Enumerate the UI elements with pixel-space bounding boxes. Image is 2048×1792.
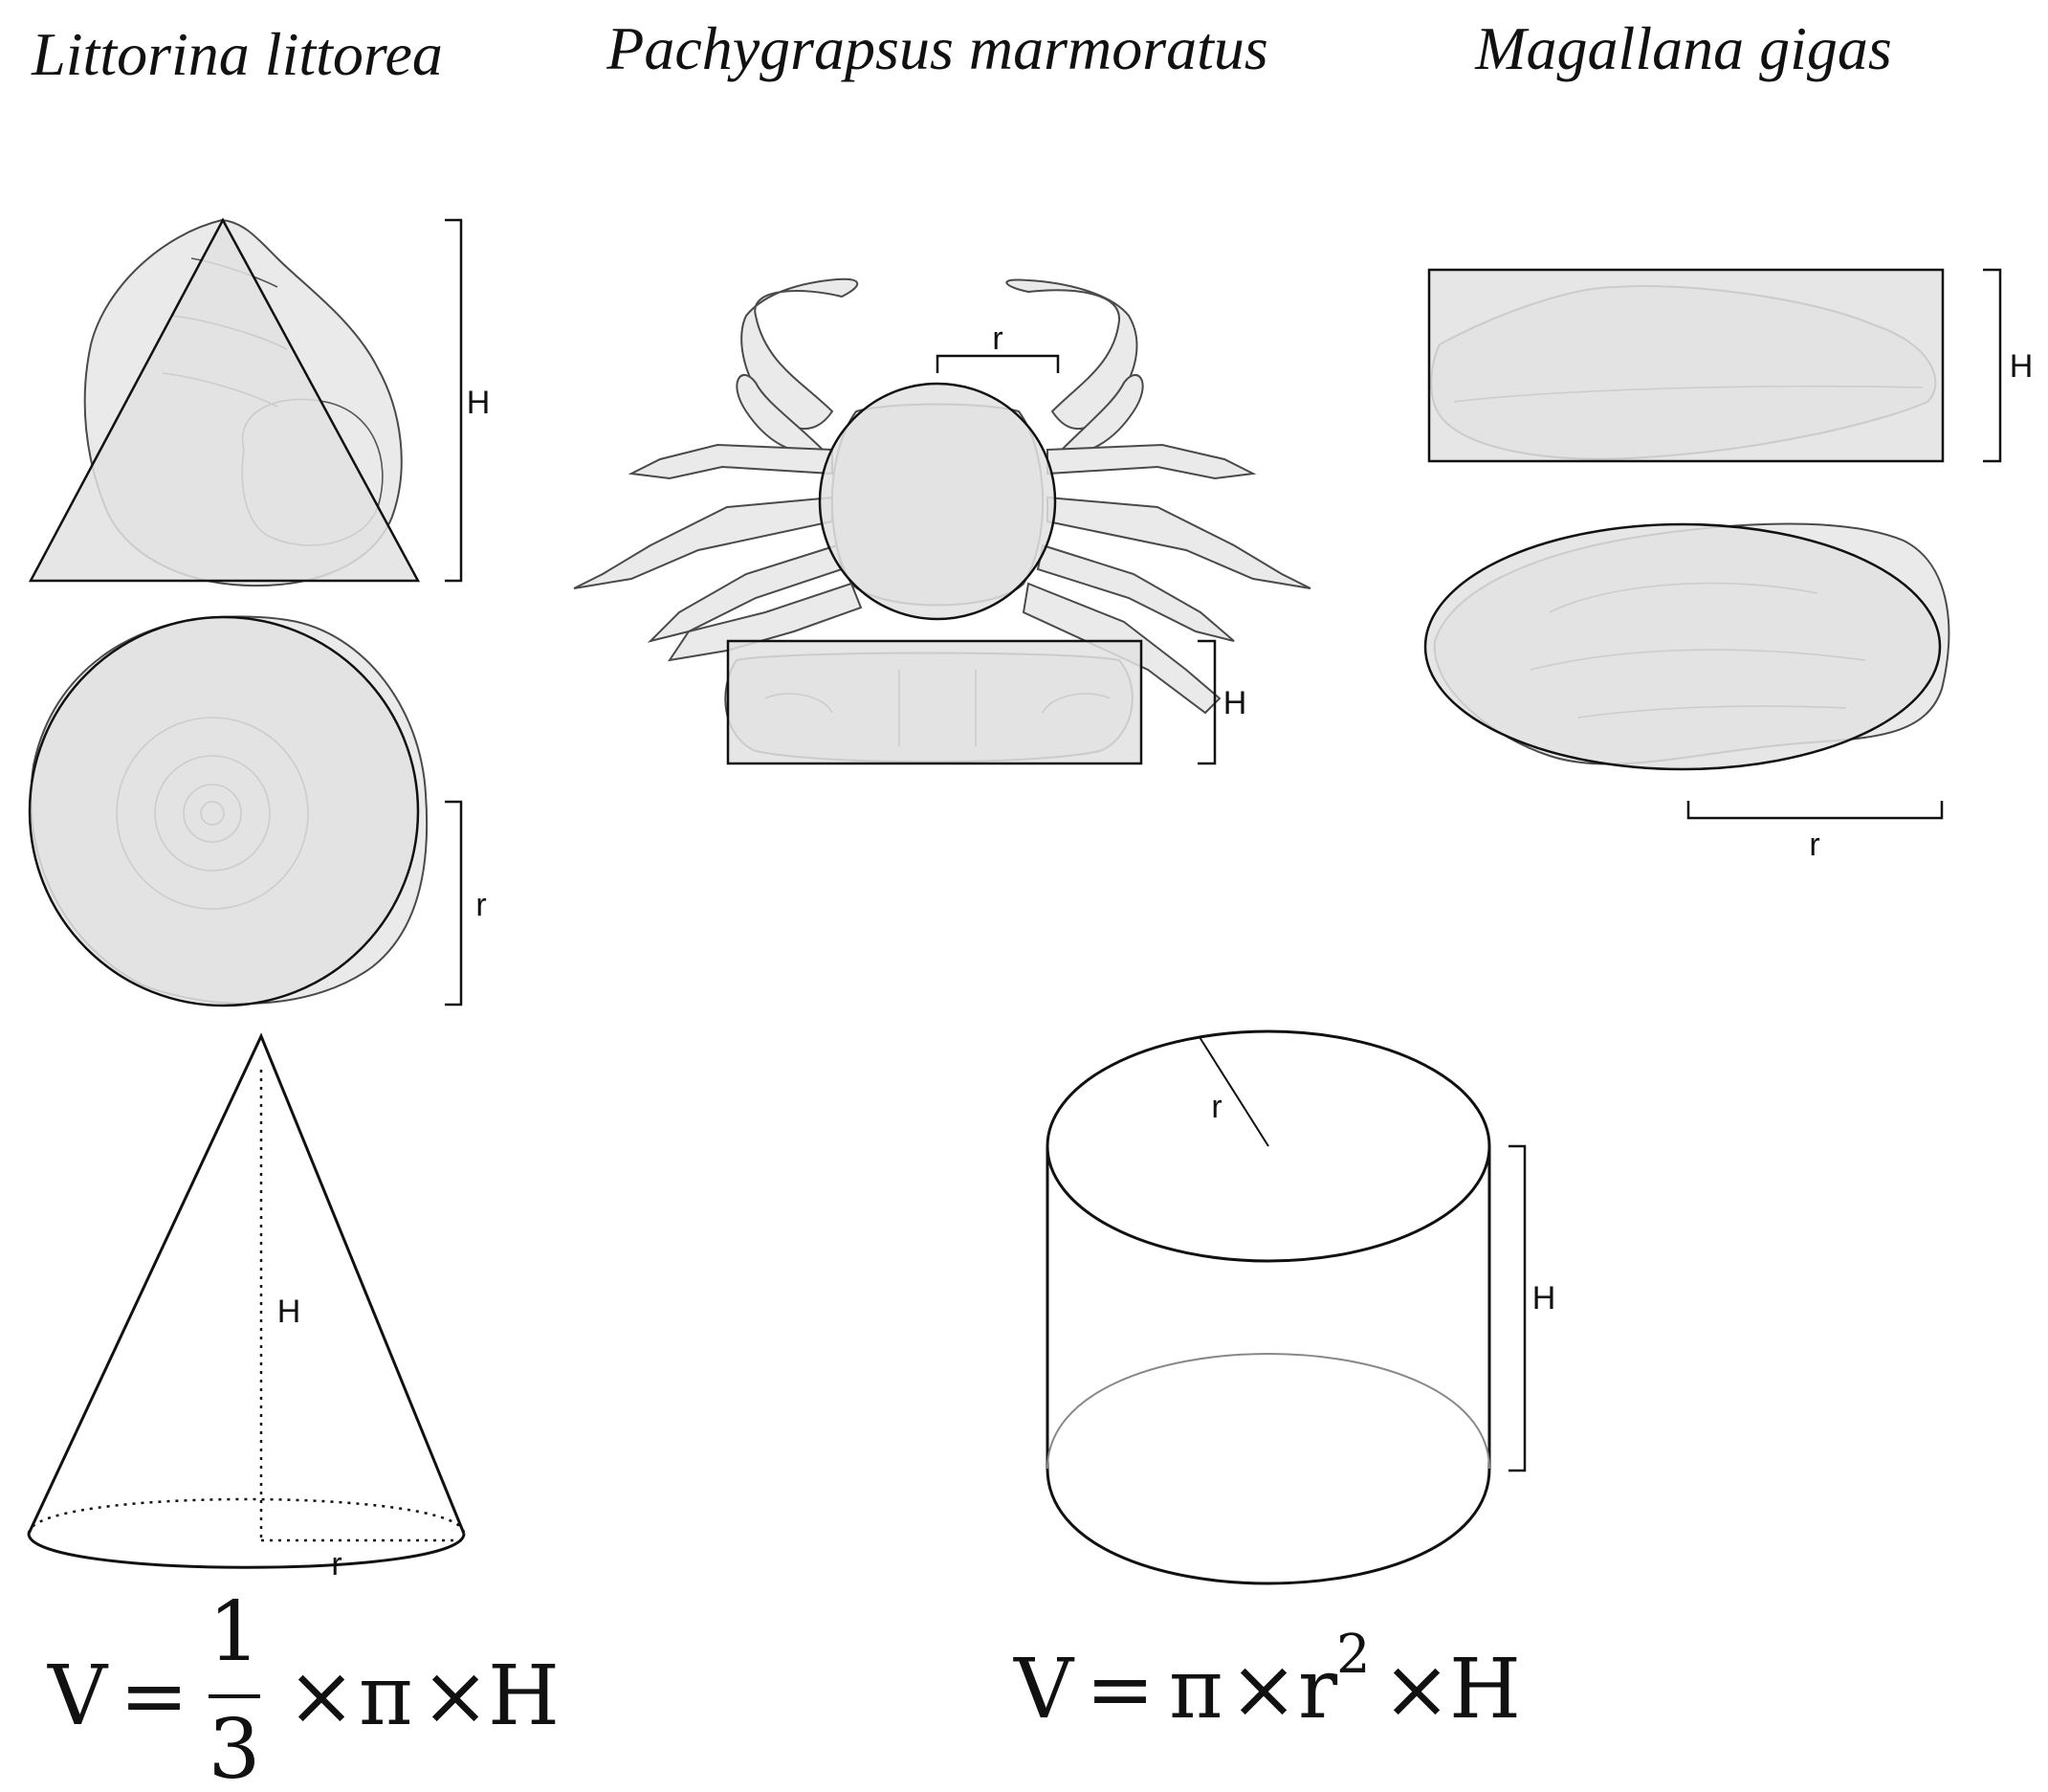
cone-volume-formula: V = 1 3 × π × H: [47, 1584, 560, 1792]
formula-cyl-r: r: [1298, 1642, 1338, 1737]
formula-cone-v: V: [47, 1648, 109, 1744]
circle-approximation-snail: [28, 615, 420, 1007]
cylinder-radius-label: r: [1211, 1089, 1222, 1125]
formula-cyl-exponent: 2: [1336, 1624, 1371, 1686]
crab-right-arm: [1060, 374, 1144, 454]
bracket-line: [445, 218, 463, 583]
cylinder-diagram: r: [1046, 1029, 1491, 1585]
snail-side-view: [28, 217, 421, 587]
height-bracket-cylinder: H: [1508, 1144, 1556, 1472]
cone-sides: [27, 1032, 466, 1535]
circle-approximation-crab: [818, 382, 1057, 621]
crab-left-leg-2: [573, 496, 833, 589]
bracket-line: [1983, 268, 2002, 463]
radius-label-oyster: r: [1809, 827, 1819, 863]
radius-label-snail: r: [475, 887, 486, 923]
formula-cyl-times-1: ×: [1229, 1642, 1298, 1737]
cylinder-volume-formula: V = π × r 2 × H: [1013, 1624, 1521, 1737]
title-pachygrapsus-marmoratus: Pachygrapsus marmoratus: [606, 14, 1268, 82]
crab-front-view: [724, 639, 1143, 765]
radius-bracket-crab: r: [936, 321, 1060, 373]
formula-cone-times-1: ×: [287, 1648, 356, 1744]
cylinder-sides: [1046, 1146, 1491, 1469]
formula-cone-denominator: 3: [209, 1702, 261, 1792]
formula-cyl-pi: π: [1169, 1642, 1223, 1737]
formula-cone-equals: =: [120, 1648, 188, 1744]
cylinder-bottom-front: [1046, 1468, 1491, 1585]
cylinder-radius-line: [1199, 1036, 1269, 1147]
bracket-line: [936, 354, 1060, 373]
ellipse-approximation-oyster: [1423, 522, 1942, 771]
formula-cone-pi: π: [359, 1648, 413, 1744]
cone-base-back: [27, 1497, 466, 1535]
crab-right-leg-3: [1036, 543, 1235, 642]
cone-diagram: H r: [27, 1032, 466, 1582]
radius-bracket-oyster: r: [1686, 801, 1944, 863]
formula-cone-numerator: 1: [209, 1584, 261, 1680]
crab-right-leg-2: [1046, 496, 1311, 589]
cylinder-bottom-back: [1046, 1353, 1490, 1470]
cone-base-front: [27, 1533, 466, 1569]
height-bracket-crab: H: [1198, 639, 1247, 765]
height-label-oyster: H: [2010, 348, 2034, 385]
cone-radius-label: r: [331, 1546, 341, 1582]
crab-left-leg-1: [628, 443, 833, 480]
snail-top-view: [28, 615, 429, 1007]
height-label-snail: H: [467, 385, 491, 421]
crab-left-arm: [736, 374, 825, 454]
formula-cyl-equals: =: [1086, 1642, 1155, 1737]
bracket-line: [445, 800, 463, 1007]
bracket-line: [1508, 1144, 1527, 1472]
formula-cone-h: H: [488, 1648, 560, 1744]
cone-height-label: H: [277, 1294, 301, 1330]
formula-cone-times-2: ×: [421, 1648, 490, 1744]
crab-left-leg-4: [667, 582, 863, 662]
crab-right-leg-1: [1046, 443, 1257, 480]
height-label-crab: H: [1223, 685, 1247, 721]
radius-bracket-snail: r: [445, 800, 487, 1007]
radius-label-crab: r: [992, 321, 1002, 357]
formula-cyl-h: H: [1449, 1642, 1521, 1737]
bracket-line: [1686, 801, 1944, 820]
oyster-side-view: [1427, 268, 1945, 463]
triangle-approximation: [28, 217, 421, 583]
bracket-line: [1198, 639, 1217, 765]
oyster-top-view: [1423, 522, 1950, 771]
formula-cyl-times-2: ×: [1382, 1642, 1451, 1737]
height-bracket-oyster: H: [1983, 268, 2034, 463]
rectangle-approximation-oyster: [1427, 268, 1945, 463]
formula-cyl-v: V: [1013, 1642, 1075, 1737]
height-bracket-snail: H: [445, 218, 491, 583]
title-littorina-littorea: Littorina littorea: [31, 20, 443, 88]
rectangle-approximation-crab: [726, 639, 1143, 765]
height-label-cylinder: H: [1532, 1280, 1556, 1316]
title-magallana-gigas: Magallana gigas: [1474, 14, 1892, 82]
crab-left-leg-3: [647, 543, 844, 643]
